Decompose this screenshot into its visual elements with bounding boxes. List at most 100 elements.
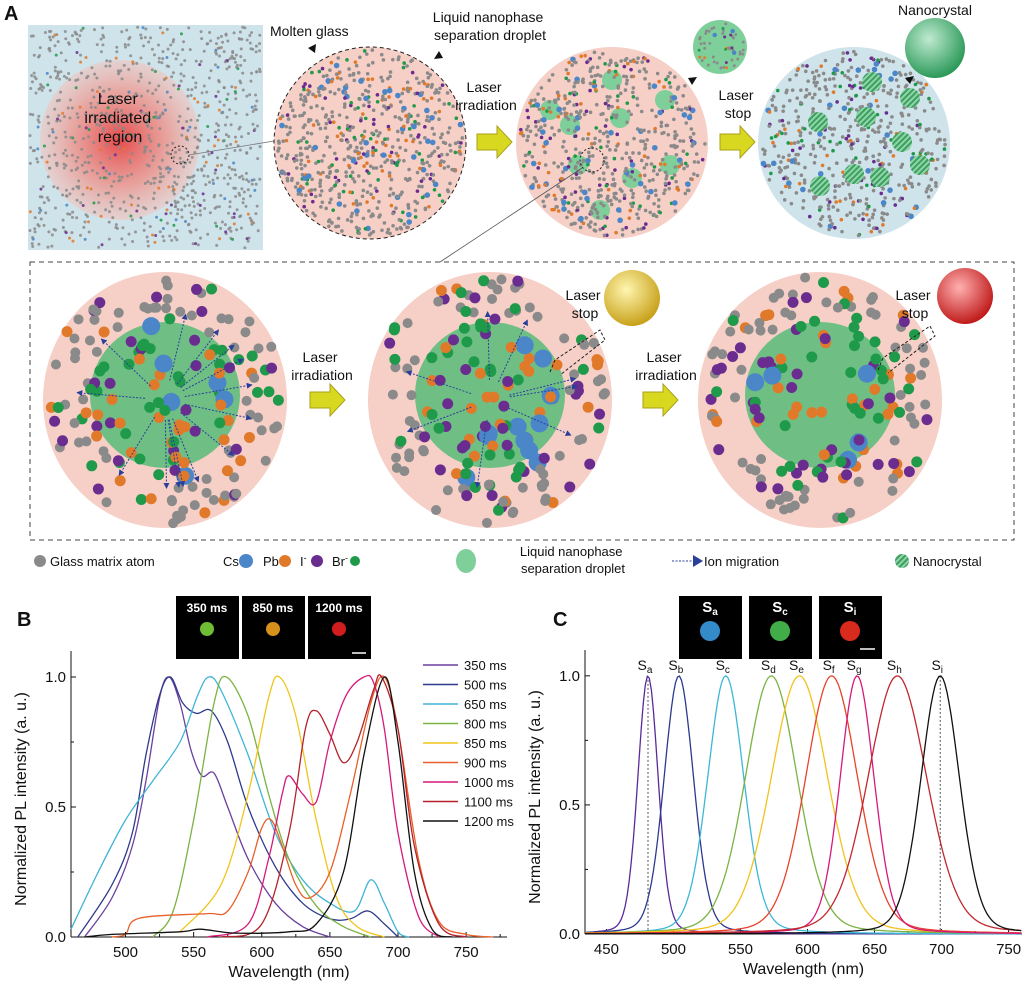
ion [481,517,492,528]
inset-label: Sa [702,599,718,618]
atom [358,141,363,145]
atom [70,168,74,172]
atom [841,181,845,186]
atom [211,182,215,186]
atom [87,135,91,139]
atom [351,202,356,206]
atom [333,91,337,96]
ion [872,458,884,470]
ion-migration-arrow [167,419,182,488]
atom [631,90,635,95]
atom [831,90,836,94]
atom [315,119,319,123]
atom [578,225,583,230]
atom [910,127,915,131]
atom [879,118,883,123]
atom [639,109,644,114]
atom [128,194,132,198]
ion [159,404,171,416]
atom [203,105,207,109]
atom [657,109,663,116]
atom [361,138,365,142]
atom [833,195,837,200]
ion [776,465,788,477]
atom [330,220,334,225]
atom [432,187,437,192]
atom [887,187,893,193]
atom [188,125,192,129]
atom [708,41,712,45]
atom [345,140,350,144]
ion [753,412,765,424]
atom [547,106,552,110]
atom [669,144,673,148]
atom [411,154,417,160]
atom [612,195,617,200]
atom [155,215,159,219]
atom [631,195,635,200]
atom [114,99,118,103]
atom [457,121,464,128]
atom [614,72,619,77]
atom [664,177,668,181]
ion [483,479,494,490]
atom [194,228,198,232]
atom [834,184,838,188]
atom [609,115,614,120]
ion [92,483,104,495]
laser-irradiated-region-label: Laser irradiated region [84,91,155,146]
atom [37,211,41,215]
ion [199,507,211,519]
atom [864,201,869,206]
ion [736,364,747,375]
atom [795,96,799,100]
ion [904,401,915,412]
atom [127,68,131,72]
atom [616,86,621,90]
atom [141,26,145,30]
atom [45,71,49,75]
atom [370,60,375,65]
atom [861,211,865,216]
atom [149,182,153,186]
ion [161,303,172,314]
atom [544,194,549,199]
atom [131,95,135,99]
atom [67,41,71,45]
atom [811,143,815,148]
atom [922,109,927,113]
atom [152,181,156,185]
ion [243,431,255,443]
atom [239,47,243,51]
ion-migration-arrow [76,390,146,399]
atom [691,131,696,136]
ion [487,440,499,452]
atom [627,216,632,220]
atom [248,216,252,220]
atom [370,77,375,81]
atom [64,37,68,41]
atom [397,116,402,120]
atom [807,214,812,219]
atom [63,130,67,134]
atom [164,166,168,170]
ion [806,351,818,363]
ion [162,293,173,304]
atom [573,221,577,226]
atom [67,71,71,75]
ion [142,317,161,336]
ion [113,307,124,318]
atom [786,121,791,125]
series-line-Se [585,675,1022,934]
atom [916,182,921,186]
ion [791,401,803,413]
atom [214,130,218,134]
atom [394,206,398,210]
atom [365,161,369,166]
ion [196,306,208,318]
atom [206,174,210,178]
atom [336,216,341,221]
ion [715,362,727,374]
atom [96,101,100,105]
atom [250,178,254,182]
